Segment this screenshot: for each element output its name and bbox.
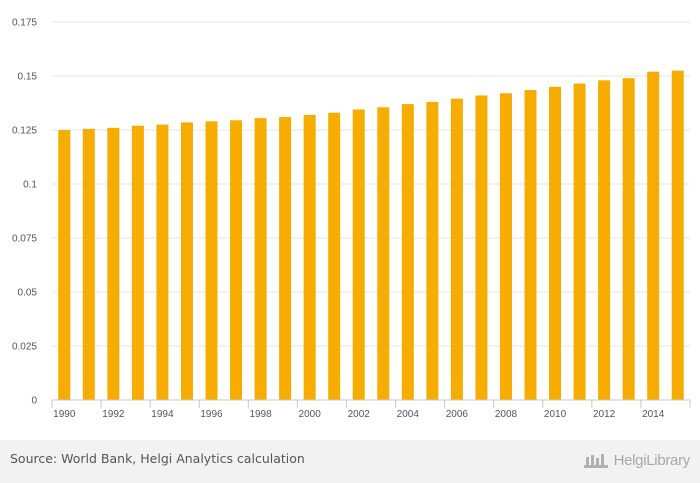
bar-2013[interactable]: [622, 78, 635, 400]
x-tick-label: 2006: [446, 409, 469, 420]
bar-2004[interactable]: [401, 104, 414, 400]
bar-1997[interactable]: [230, 120, 243, 400]
bar-2007[interactable]: [475, 95, 488, 400]
bar-2002[interactable]: [352, 109, 365, 400]
bar-1998[interactable]: [254, 118, 267, 401]
y-axis-ticks: 0 0.025 0.05 0.075 0.1 0.125 0.15 0.175: [12, 18, 37, 407]
y-tick-label: 0.125: [12, 126, 37, 137]
brand-name: HelgiLibrary: [613, 451, 691, 469]
bar-2009[interactable]: [524, 90, 537, 400]
y-tick-label: 0.175: [12, 18, 37, 29]
bar-2005[interactable]: [426, 101, 439, 401]
bar-1990[interactable]: [58, 130, 71, 400]
bar-2008[interactable]: [499, 93, 512, 400]
bar-2015[interactable]: [671, 70, 684, 400]
y-tick-label: 0.1: [23, 180, 37, 191]
x-tick-label: 2010: [544, 409, 567, 420]
footer: Source: World Bank, Helgi Analytics calc…: [0, 440, 700, 483]
x-tick-label: 1998: [249, 409, 272, 420]
bar-2011[interactable]: [573, 83, 586, 400]
x-tick-label: 2002: [348, 409, 371, 420]
bar-2006[interactable]: [450, 98, 463, 401]
x-axis: 1990 1992 1994 1996 1998 2000 2002 2004 2006 2008…: [51, 399, 691, 420]
x-tick-label: 2008: [495, 409, 518, 420]
x-tick-label: 1994: [151, 409, 174, 420]
bar-1996[interactable]: [205, 121, 218, 401]
x-tick-label: 1992: [102, 409, 125, 420]
bar-1991[interactable]: [82, 128, 95, 401]
bar-2010[interactable]: [549, 86, 562, 401]
x-tick-label: 2014: [642, 409, 665, 420]
y-tick-label: 0.15: [18, 72, 38, 83]
y-tick-label: 0.025: [12, 342, 37, 353]
y-tick-label: 0.075: [12, 234, 37, 245]
grid-lines: [52, 21, 690, 401]
y-tick-label: 0.05: [18, 288, 38, 299]
x-tick-label: 2000: [299, 409, 322, 420]
bar-1992[interactable]: [107, 127, 120, 400]
bar-1993[interactable]: [131, 125, 144, 401]
y-tick-label: 0: [31, 396, 37, 407]
source-text: Source: World Bank, Helgi Analytics calc…: [10, 451, 305, 466]
bar-1999[interactable]: [279, 117, 292, 400]
x-tick-label: 2012: [593, 409, 616, 420]
bar-1994[interactable]: [156, 124, 169, 400]
brand-logo[interactable]: HelgiLibrary: [583, 448, 690, 472]
bar-2012[interactable]: [598, 80, 611, 400]
bar-2014[interactable]: [647, 71, 660, 401]
library-icon: [583, 454, 608, 468]
bars: [58, 70, 684, 401]
x-tick-label: 2004: [397, 409, 420, 420]
bar-2000[interactable]: [303, 114, 316, 400]
bar-2001[interactable]: [328, 112, 341, 400]
bar-1995[interactable]: [180, 122, 193, 400]
x-tick-label: 1996: [200, 409, 223, 420]
x-tick-label: 1990: [53, 409, 76, 420]
bar-2003[interactable]: [377, 107, 390, 400]
